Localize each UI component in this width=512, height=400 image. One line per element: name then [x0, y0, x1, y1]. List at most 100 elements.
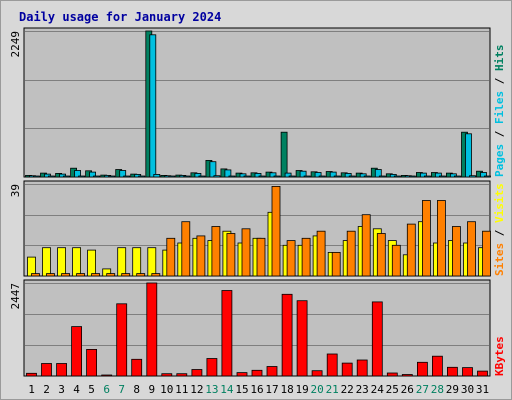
bar-files-day-15	[239, 173, 247, 178]
x-tick-day-21: 21	[326, 383, 339, 396]
legend-entry-pages: Pages	[493, 144, 506, 177]
panel-hits-files-pages: 2249 Pages / Files / Hits	[9, 27, 506, 178]
bar-kbytes-day-20	[311, 370, 323, 377]
legend-entry-sites: Sites	[493, 243, 506, 276]
bar-kbytes-day-27	[416, 361, 428, 377]
bar-sites-day-10	[166, 237, 176, 277]
bar-sites-day-29	[451, 226, 461, 277]
bar-pages-day-28	[438, 175, 446, 178]
bar-sites-day-6	[106, 273, 116, 277]
bar-sites-day-12	[196, 235, 206, 277]
bar-sites-day-26	[406, 223, 416, 277]
bar-pages-day-24	[378, 175, 386, 178]
bar-visits-day-3	[57, 247, 66, 277]
bar-pages-day-19	[303, 175, 311, 178]
x-tick-day-14: 14	[220, 383, 234, 396]
bar-sites-day-27	[421, 200, 431, 277]
bar-visits-day-9	[147, 247, 157, 277]
chart-title: Daily usage for January 2024	[19, 10, 221, 24]
bar-pages-day-6	[108, 175, 116, 178]
bar-kbytes-day-16	[251, 369, 263, 377]
panel-visits-sites: 39 Sites / Visits	[9, 180, 506, 277]
bar-kbytes-day-12	[191, 369, 203, 377]
bar-pages-day-3	[63, 175, 70, 178]
bar-kbytes-day-11	[176, 373, 188, 377]
bar-files-day-12	[194, 172, 202, 178]
x-tick-day-16: 16	[250, 383, 263, 396]
panel-background	[23, 279, 491, 377]
legend-separator: /	[493, 223, 506, 243]
bar-files-day-29	[449, 173, 457, 178]
bar-kbytes-day-26	[401, 374, 413, 377]
bar-pages-day-21	[333, 175, 341, 178]
bar-files-day-17	[269, 172, 277, 178]
bar-pages-day-10	[168, 175, 176, 178]
legend-hits-files-pages: Pages / Files / Hits	[493, 45, 506, 178]
x-tick-day-29: 29	[446, 383, 459, 396]
x-tick-day-23: 23	[356, 383, 369, 396]
bar-kbytes-day-8	[131, 358, 143, 377]
x-tick-day-19: 19	[295, 383, 308, 396]
bar-pages-day-11	[183, 175, 191, 178]
x-tick-day-27: 27	[416, 383, 429, 396]
bar-files-day-23	[359, 173, 367, 178]
bar-sites-day-19	[301, 237, 311, 277]
bar-files-day-27	[419, 172, 427, 178]
bar-pages-day-23	[363, 175, 371, 178]
bar-pages-day-14	[228, 175, 236, 178]
bar-files-day-5	[89, 171, 96, 178]
panel-kbytes: 2447 KBytes	[9, 279, 506, 377]
bar-kbytes-day-10	[161, 373, 173, 377]
bar-sites-day-5	[91, 273, 100, 277]
legend-separator: /	[493, 124, 506, 144]
bar-pages-day-2	[48, 175, 55, 178]
bar-files-day-7	[119, 170, 127, 178]
x-axis-day-labels: 1 2 3 4 5 6 7 8 9 10 11 12 13 14 15 16 17 18 19 20 21 22 23 24 2…	[28, 383, 489, 396]
legend-entry-hits: Hits	[493, 45, 506, 72]
x-tick-day-18: 18	[280, 383, 293, 396]
bar-sites-day-23	[361, 214, 371, 277]
bar-sites-day-18	[286, 240, 296, 277]
bar-kbytes-day-23	[356, 359, 368, 377]
bar-pages-day-16	[258, 175, 266, 178]
bar-files-day-2	[44, 173, 51, 178]
x-tick-day-5: 5	[88, 383, 95, 396]
bar-kbytes-day-18	[281, 293, 293, 377]
x-tick-day-26: 26	[401, 383, 414, 396]
bar-pages-day-13	[213, 175, 221, 178]
bar-pages-day-15	[243, 175, 251, 178]
legend-separator: /	[493, 71, 506, 91]
x-tick-day-4: 4	[73, 383, 80, 396]
bar-kbytes-day-28	[431, 355, 443, 377]
bar-kbytes-day-15	[236, 372, 248, 377]
bar-files-day-28	[434, 172, 442, 178]
bar-pages-day-31	[484, 175, 491, 178]
bar-sites-day-16	[256, 237, 266, 277]
bar-sites-day-7	[121, 273, 131, 277]
bar-pages-day-20	[318, 175, 326, 178]
bar-sites-day-21	[331, 251, 341, 277]
bar-kbytes-day-13	[206, 358, 218, 377]
x-tick-day-7: 7	[118, 383, 125, 396]
bar-files-day-3	[59, 173, 66, 178]
bar-pages-day-7	[123, 175, 131, 178]
bar-kbytes-day-4	[71, 326, 82, 377]
bar-hits-day-18	[280, 131, 288, 178]
bar-pages-day-4	[78, 175, 85, 178]
bar-sites-day-1	[31, 273, 40, 277]
bar-kbytes-day-19	[296, 300, 308, 377]
y-axis-max-label: 39	[9, 184, 22, 197]
x-tick-day-15: 15	[235, 383, 248, 396]
x-tick-day-10: 10	[160, 383, 173, 396]
bar-kbytes-day-17	[266, 366, 278, 377]
bar-files-day-13	[209, 161, 217, 178]
bar-sites-day-11	[181, 221, 191, 277]
bar-pages-day-30	[469, 175, 476, 178]
bar-kbytes-day-25	[386, 372, 398, 377]
bar-files-day-22	[344, 172, 352, 178]
bar-kbytes-day-22	[341, 362, 353, 377]
bar-sites-day-4	[76, 273, 85, 277]
x-tick-day-20: 20	[310, 383, 323, 396]
bar-sites-day-25	[391, 244, 401, 277]
